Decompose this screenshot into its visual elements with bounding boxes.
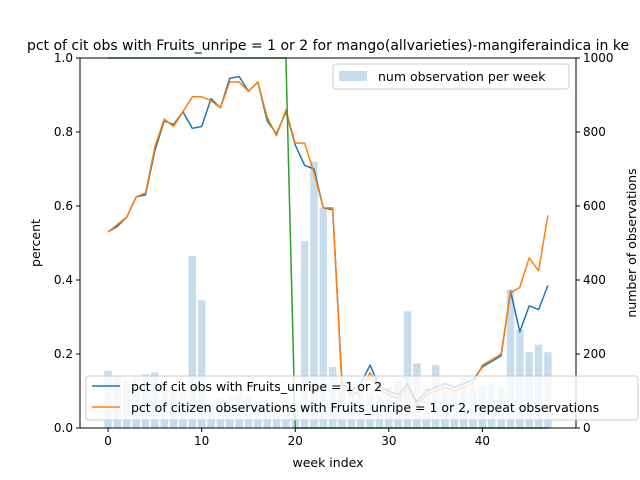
- y-axis-right: 0 200 400 600 800 1000: [576, 51, 614, 435]
- legend-label-series-2: pct of citizen observations with Fruits_…: [131, 400, 599, 415]
- y2-tick-label: 200: [583, 347, 606, 361]
- y-tick-label: 0.2: [54, 347, 73, 361]
- bar-week-22: [310, 161, 318, 428]
- y-tick-label: 1.0: [54, 51, 73, 65]
- y-tick-label: 0.6: [54, 199, 73, 213]
- series-line-2: [107, 81, 549, 407]
- y2-tick-label: 1000: [583, 51, 614, 65]
- y2-tick-label: 600: [583, 199, 606, 213]
- plot-frame: [79, 57, 577, 429]
- bar-week-23: [319, 207, 328, 428]
- legend-box: [85, 375, 639, 421]
- y-axis-label: percent: [28, 219, 43, 267]
- y2-tick-label: 0: [583, 421, 591, 435]
- legend-bars: num observation per week: [332, 63, 570, 90]
- legend-lines: pct of cit obs with Fruits_unripe = 1 or…: [85, 375, 639, 421]
- x-tick-label: 0: [104, 434, 112, 448]
- legend-label-bars: num observation per week: [378, 69, 546, 84]
- bar-week-9: [188, 255, 197, 428]
- y-tick-label: 0.0: [54, 421, 73, 435]
- legend-swatch-bars: [339, 71, 367, 81]
- y2-axis-label: number of observations: [624, 168, 639, 317]
- legend-box: [332, 63, 570, 90]
- y-tick-label: 0.4: [54, 273, 73, 287]
- x-tick-label: 30: [381, 434, 396, 448]
- bar-week-10: [197, 300, 206, 428]
- bar-week-32: [403, 311, 412, 428]
- chart-title: pct of cit obs with Fruits_unripe = 1 or…: [27, 38, 629, 54]
- series-line-3: [108, 57, 548, 429]
- x-tick-label: 40: [475, 434, 490, 448]
- x-tick-label: 10: [194, 434, 209, 448]
- legend-label-series-1: pct of cit obs with Fruits_unripe = 1 or…: [131, 379, 382, 394]
- bar-week-43: [506, 289, 515, 428]
- x-axis: 0 10 20 30 40: [104, 428, 490, 448]
- bar-week-21: [300, 241, 309, 428]
- lines-layer: [107, 57, 549, 429]
- y2-tick-label: 800: [583, 125, 606, 139]
- x-tick-label: 20: [288, 434, 303, 448]
- y2-tick-label: 400: [583, 273, 606, 287]
- y-tick-label: 0.8: [54, 125, 73, 139]
- y-axis-left: 0.0 0.2 0.4 0.6 0.8 1.0: [54, 51, 80, 435]
- x-axis-label: week index: [292, 455, 363, 470]
